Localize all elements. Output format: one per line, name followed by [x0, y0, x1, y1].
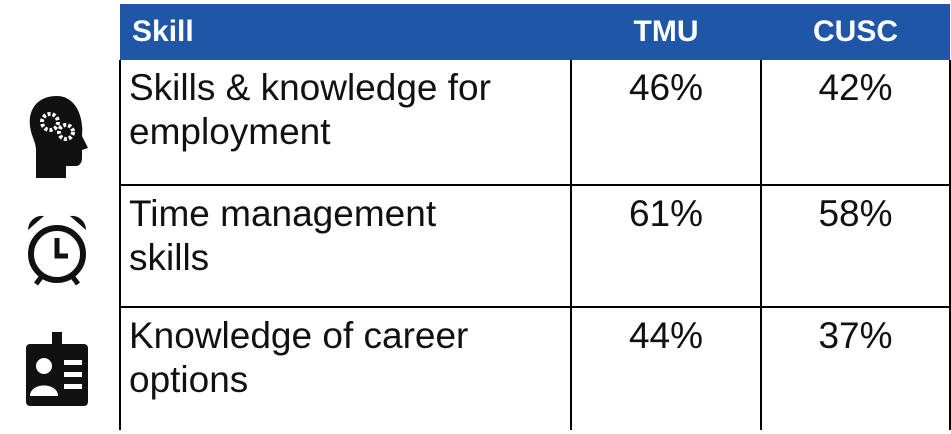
percent-cell: 44% — [570, 307, 762, 430]
header-row: Skill TMU CUSC — [120, 4, 950, 60]
cell-text: 46% — [628, 67, 704, 108]
skill-cell: Time management skills — [119, 185, 572, 308]
table-row: Skills & knowledge for employment 46% 42% — [119, 60, 951, 186]
head-gears-icon — [29, 96, 88, 178]
id-badge-icon — [26, 332, 88, 406]
percent-cell: 58% — [760, 185, 951, 308]
alarm-clock-icon — [27, 215, 87, 286]
cell-text: 58% — [818, 193, 893, 234]
table-row: Knowledge of career options 44% 37% — [119, 307, 951, 430]
percent-cell: 46% — [570, 60, 762, 186]
table-body: Skills & knowledge for employment 46% 42% T… — [119, 60, 951, 430]
skill-cell: Skills & knowledge for employment — [119, 60, 572, 186]
cell-text: Time management skills — [129, 193, 437, 278]
header-cell: Skill — [120, 4, 571, 60]
cell-text: Knowledge of career options — [129, 315, 469, 400]
percent-cell: 37% — [760, 307, 951, 430]
cell-text: 42% — [818, 67, 893, 108]
header-cell: CUSC — [761, 4, 950, 60]
header-cell: TMU — [571, 4, 761, 60]
table-row: Time management skills 61% 58% — [119, 185, 951, 308]
percent-cell: 42% — [760, 60, 951, 186]
cell-text: Skills & knowledge for employment — [129, 67, 491, 152]
cell-text: 44% — [628, 315, 704, 356]
percent-cell: 61% — [570, 185, 762, 308]
cell-text: 61% — [628, 193, 704, 234]
skills-table: Skill TMU CUSC Skills & knowledge for em… — [119, 4, 951, 430]
cell-text: 37% — [818, 315, 893, 356]
skill-cell: Knowledge of career options — [119, 307, 572, 430]
